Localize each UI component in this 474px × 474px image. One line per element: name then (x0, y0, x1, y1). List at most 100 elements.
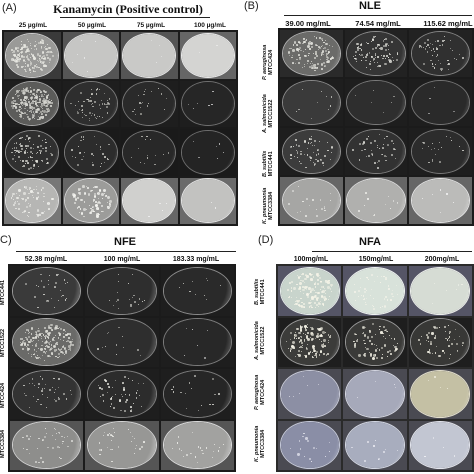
colony (200, 405, 202, 407)
colony (37, 115, 40, 118)
colony (83, 101, 85, 103)
colony (78, 191, 81, 195)
colony (293, 41, 297, 44)
colony (311, 145, 313, 146)
colony (324, 209, 327, 212)
colony (12, 192, 15, 195)
panel-b-conc-3: 115.62 mg/mL (423, 19, 473, 28)
colony (178, 448, 181, 451)
colony (293, 334, 295, 336)
colony (194, 456, 197, 458)
colony (45, 102, 47, 103)
colony (434, 376, 436, 378)
panel-a-conc-3: 75 µg/mL (136, 22, 166, 29)
colony (94, 136, 96, 137)
colony (45, 299, 48, 302)
colony (181, 450, 183, 452)
colony (309, 160, 311, 162)
colony (320, 344, 324, 348)
colony (212, 403, 214, 405)
colony (353, 343, 357, 346)
colony (36, 63, 38, 65)
colony (47, 100, 50, 102)
colony (34, 64, 37, 67)
colony (97, 213, 100, 215)
colony (90, 190, 93, 192)
colony (455, 342, 459, 345)
colony (428, 46, 431, 48)
colony (306, 288, 308, 290)
colony (448, 69, 450, 71)
colony (92, 186, 94, 188)
colony (16, 110, 18, 112)
colony (453, 110, 455, 113)
colony (47, 109, 50, 112)
colony (298, 286, 301, 290)
colony (30, 353, 33, 356)
colony (29, 109, 33, 113)
colony (370, 40, 373, 43)
colony (65, 333, 68, 337)
colony (305, 39, 308, 41)
colony (371, 288, 373, 291)
colony (26, 346, 28, 348)
colony (28, 41, 30, 43)
colony (327, 48, 329, 50)
colony (15, 142, 18, 145)
colony (322, 345, 325, 348)
colony (39, 110, 42, 113)
colony (32, 71, 34, 73)
colony (314, 145, 316, 147)
colony (55, 282, 57, 285)
colony (76, 164, 79, 167)
colony (368, 51, 370, 53)
colony (394, 384, 395, 385)
colony (36, 89, 38, 90)
colony (315, 306, 317, 308)
petri-dish (163, 370, 232, 417)
colony (287, 296, 290, 299)
colony (382, 147, 384, 149)
colony (117, 274, 119, 276)
colony (311, 60, 313, 63)
colony (384, 49, 387, 52)
colony (18, 151, 20, 154)
colony (99, 448, 101, 451)
colony (13, 60, 16, 62)
colony (44, 384, 46, 386)
colony (192, 431, 194, 434)
colony (319, 349, 323, 353)
colony (25, 394, 28, 397)
colony (29, 106, 32, 109)
colony (162, 210, 164, 212)
colony (33, 188, 35, 191)
colony (18, 103, 20, 106)
colony (45, 163, 48, 165)
colony (145, 88, 147, 90)
colony (321, 161, 324, 164)
panel-d-title: NFA (359, 236, 381, 248)
colony (36, 44, 37, 46)
colony (18, 115, 21, 118)
petri-dish (411, 80, 470, 125)
colony (373, 59, 374, 61)
petri-dish (282, 31, 341, 76)
colony (439, 211, 442, 214)
colony (383, 335, 385, 337)
colony (438, 354, 441, 358)
colony (384, 44, 387, 47)
colony (307, 154, 309, 156)
colony (81, 159, 83, 161)
colony (137, 147, 140, 150)
colony (44, 335, 46, 337)
colony (50, 343, 53, 346)
colony (363, 298, 365, 301)
colony (315, 350, 319, 354)
colony (293, 337, 295, 339)
colony (331, 46, 333, 47)
colony (74, 201, 77, 204)
colony (314, 139, 317, 142)
colony (309, 143, 311, 144)
colony (39, 90, 42, 93)
colony (436, 40, 439, 43)
